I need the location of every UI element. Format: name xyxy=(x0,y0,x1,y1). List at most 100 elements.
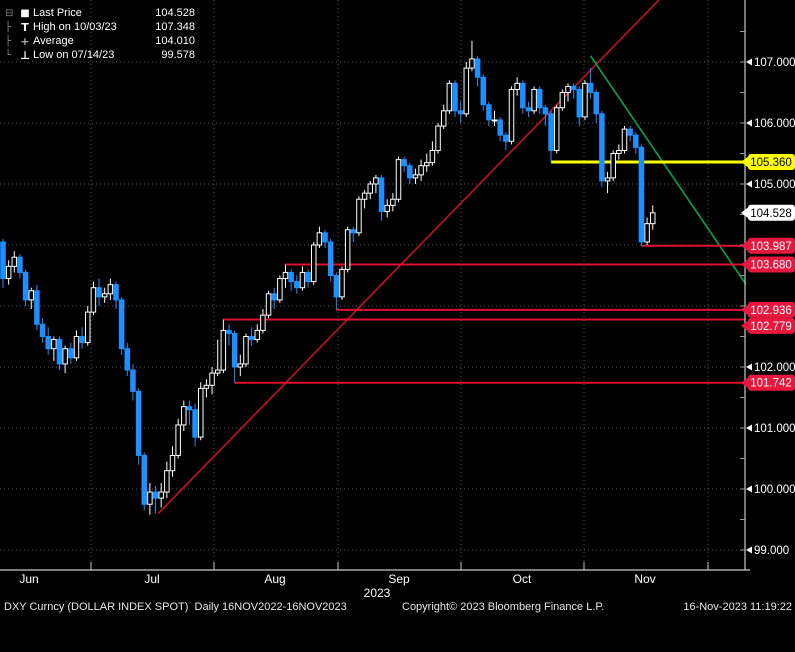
candle-down xyxy=(56,339,63,365)
candle-up xyxy=(616,149,622,154)
candle-up xyxy=(339,268,345,298)
badge-box xyxy=(748,301,795,318)
y-axis-tick-arrow xyxy=(746,363,752,371)
candle-down xyxy=(186,406,193,411)
candle-down xyxy=(0,241,6,280)
badge-value: 102.936 xyxy=(750,305,792,317)
candle-up xyxy=(147,491,153,505)
badge-arrow xyxy=(741,376,749,389)
candle-down xyxy=(537,88,543,109)
tree-branch-icon: ├ xyxy=(5,36,12,48)
legend-value-high: 107.348 xyxy=(155,21,195,34)
candle-up xyxy=(514,82,520,90)
status-bar: DXY Curncy (DOLLAR INDEX SPOT) Daily 16N… xyxy=(0,600,795,614)
candle-up xyxy=(51,339,57,350)
badge-arrow xyxy=(741,156,749,169)
x-axis-month-label: Oct xyxy=(513,572,532,586)
candle-down xyxy=(135,390,142,456)
candle-down xyxy=(231,332,238,368)
candle-down xyxy=(305,271,311,283)
candle-up xyxy=(214,369,221,374)
candle-down xyxy=(593,92,599,115)
candle-down xyxy=(124,348,131,371)
candle-down xyxy=(548,113,554,151)
legend-row-high[interactable]: ├ T High on 10/03/23 107.348 xyxy=(5,21,195,35)
candle-up xyxy=(243,336,249,365)
candle-down xyxy=(322,232,328,243)
candle-up xyxy=(169,454,176,472)
candle-up xyxy=(508,88,515,142)
x-axis-month-label: Jun xyxy=(19,572,38,586)
candle-up xyxy=(181,406,187,426)
candle-down xyxy=(474,58,481,78)
candle-up xyxy=(356,198,362,234)
price-badge-104.528: 104.528 xyxy=(741,204,795,221)
candle-down xyxy=(503,134,509,142)
candle-up xyxy=(384,204,390,212)
legend-label-low: Low on 07/14/23 xyxy=(33,49,115,62)
candle-up xyxy=(418,165,424,176)
legend-row-average[interactable]: ├ + Average 104.010 xyxy=(5,35,195,49)
candle-up xyxy=(158,491,164,499)
candle-down xyxy=(497,119,503,136)
candle-up xyxy=(361,192,368,200)
legend-label-average: Average xyxy=(33,35,74,48)
candle-down xyxy=(480,76,486,106)
y-axis-tick-arrow xyxy=(746,180,752,188)
legend-row-last-price[interactable]: ⊟ ■ Last Price 104.528 xyxy=(5,7,195,21)
candle-up xyxy=(395,159,402,200)
legend-value-low: 99.578 xyxy=(161,49,195,62)
legend-label-high: High on 10/03/23 xyxy=(33,21,117,34)
price-chart[interactable]: 107.000 106.000 105.000 102.000 101.000 100.0… xyxy=(0,0,795,600)
candle-down xyxy=(327,241,334,276)
candle-down xyxy=(192,409,198,438)
candle-up xyxy=(175,424,181,456)
candle-up xyxy=(311,244,317,283)
candle-up xyxy=(254,329,260,341)
y-axis-tick-arrow xyxy=(746,58,752,66)
candle-down xyxy=(34,290,40,325)
candle-up xyxy=(28,290,34,301)
badge-arrow xyxy=(741,206,749,219)
candle-up xyxy=(621,128,628,151)
copyright-text: Copyright© 2023 Bloomberg Finance L.P. xyxy=(402,601,605,613)
legend-row-low[interactable]: └ ⊥ Low on 07/14/23 99.578 xyxy=(5,49,195,63)
candle-down xyxy=(22,271,29,301)
timestamp: 16-Nov-2023 11:19:22 xyxy=(683,601,792,613)
x-axis-month-label: Aug xyxy=(264,572,285,586)
badge-box xyxy=(748,237,795,254)
candle-up xyxy=(90,287,97,313)
y-axis-label: 107.000 xyxy=(754,57,795,69)
y-axis-tick-arrow xyxy=(746,119,752,127)
candle-up xyxy=(644,223,650,243)
candle-up xyxy=(85,311,91,344)
candle-up xyxy=(367,183,373,194)
badge-box xyxy=(748,256,795,273)
y-axis-label: 106.000 xyxy=(754,118,795,130)
plot-area xyxy=(0,0,746,515)
price-badge-103.680: 103.680 xyxy=(741,256,795,273)
candle-up xyxy=(412,174,419,179)
candle-down xyxy=(576,88,583,118)
candlestick-chart-canvas[interactable]: 107.000 106.000 105.000 102.000 101.000 100.0… xyxy=(0,0,795,600)
candle-down xyxy=(525,107,532,112)
legend-label-last-price: Last Price xyxy=(33,7,82,20)
last-price-marker-icon: ■ xyxy=(20,8,30,20)
chart-legend[interactable]: ⊟ ■ Last Price 104.528 ├ T High on 10/03… xyxy=(5,7,195,63)
badge-box xyxy=(748,204,795,221)
candle-up xyxy=(344,229,351,270)
legend-value-average: 104.010 xyxy=(155,35,195,48)
badge-arrow xyxy=(741,319,749,332)
badge-arrow xyxy=(741,239,749,252)
candle-down xyxy=(248,336,255,341)
candle-down xyxy=(79,336,85,344)
candle-up xyxy=(73,336,80,359)
candle-down xyxy=(570,85,577,90)
candle-up xyxy=(282,271,289,280)
candle-down xyxy=(401,159,407,167)
legend-collapse-icon[interactable]: ⊟ xyxy=(5,8,14,20)
x-axis-month-label: Nov xyxy=(634,572,655,586)
candle-down xyxy=(520,82,526,109)
candle-down xyxy=(68,348,74,359)
trendline-rising-support xyxy=(157,0,661,514)
